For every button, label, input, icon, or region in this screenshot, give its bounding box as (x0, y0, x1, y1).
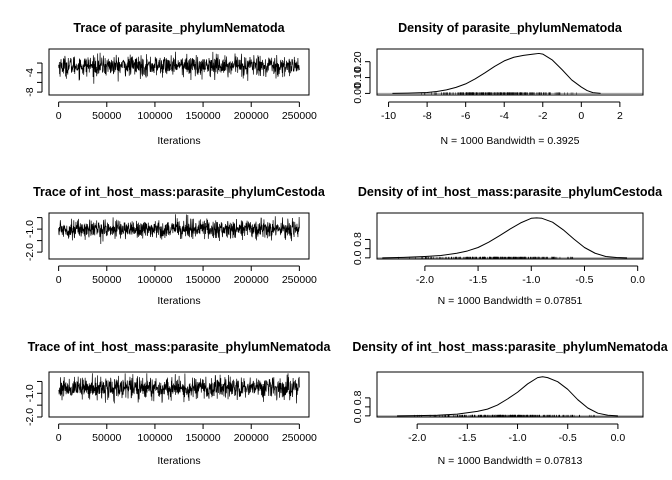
x-tick-label: 0 (56, 274, 62, 286)
trace-line (58, 51, 300, 84)
x-tick-label: 0 (578, 110, 584, 122)
x-tick-label: 250000 (282, 110, 317, 122)
plot-frame (376, 48, 644, 96)
x-tick-label: -0.5 (559, 432, 577, 444)
y-tick-label: -2.0 (24, 408, 36, 426)
plot-frame (48, 371, 310, 418)
x-tick-label: -4 (500, 110, 509, 122)
panel-2: Density of parasite_phylumNematoda -10 -8 -… (352, 21, 644, 147)
panel-1: Trace of parasite_phylumNematoda 0 50000 10… (24, 21, 317, 147)
x-axis-label: Iterations (157, 455, 200, 467)
y-tick-label: -2.0 (24, 243, 36, 261)
x-tick-label: -0.5 (575, 274, 593, 286)
y-tick-label: -1.0 (24, 384, 36, 402)
x-tick-label: -10 (381, 110, 396, 122)
x-tick-label: -8 (422, 110, 431, 122)
trace-line (58, 373, 300, 404)
x-tick-label: 150000 (186, 432, 221, 444)
y-tick-label: 0.8 (352, 390, 364, 405)
trace-line (58, 214, 300, 244)
panel-5: Trace of int_host_mass:parasite_phylumNe… (24, 340, 331, 467)
panel-6: Density of int_host_mass:parasite_phylum… (352, 340, 669, 467)
y-tick-label: 0.10 (352, 67, 364, 88)
x-tick-label: 200000 (234, 432, 269, 444)
x-tick-label: 0.0 (630, 274, 645, 286)
x-tick-label: -2.0 (416, 274, 434, 286)
density-curve (392, 52, 601, 94)
x-axis-label: N = 1000 Bandwidth = 0.3925 (441, 135, 580, 147)
plot-frame (376, 371, 644, 418)
x-tick-label: -1.5 (458, 432, 476, 444)
panel-title: Density of int_host_mass:parasite_phylum… (352, 340, 668, 354)
density-curve (382, 217, 628, 259)
y-tick-label: 0.0 (352, 408, 364, 423)
x-tick-label: 200000 (234, 274, 269, 286)
x-tick-label: -2.0 (408, 432, 426, 444)
x-tick-label: 50000 (92, 274, 121, 286)
plot-frame (376, 212, 644, 260)
y-tick-label: -1.0 (24, 220, 36, 238)
x-tick-label: 150000 (186, 110, 221, 122)
x-tick-label: 250000 (282, 432, 317, 444)
x-tick-label: 0.0 (611, 432, 626, 444)
x-axis-label: N = 1000 Bandwidth = 0.07851 (438, 295, 583, 307)
panel-title: Density of parasite_phylumNematoda (398, 21, 623, 35)
panel-4: Density of int_host_mass:parasite_phylum… (352, 185, 663, 307)
x-tick-label: 50000 (92, 432, 121, 444)
plot-frame (48, 48, 310, 96)
density-curve (397, 376, 618, 417)
x-tick-label: 0 (56, 432, 62, 444)
y-tick-label: -8 (24, 87, 36, 96)
y-tick-label: 0.0 (352, 250, 364, 265)
x-tick-label: 100000 (137, 274, 172, 286)
y-tick-label: 0.00 (352, 83, 364, 104)
x-tick-label: -6 (461, 110, 470, 122)
y-tick-label: 0.8 (352, 232, 364, 247)
x-tick-label: 0 (56, 110, 62, 122)
x-tick-label: 250000 (282, 274, 317, 286)
x-tick-label: -2 (538, 110, 547, 122)
panel-title: Trace of int_host_mass:parasite_phylumNe… (28, 340, 332, 354)
x-axis-label: N = 1000 Bandwidth = 0.07813 (438, 455, 583, 467)
x-tick-label: -1.0 (522, 274, 540, 286)
x-tick-label: 100000 (137, 432, 172, 444)
panel-title: Trace of parasite_phylumNematoda (73, 21, 285, 35)
x-axis-label: Iterations (157, 295, 200, 307)
x-tick-label: 200000 (234, 110, 269, 122)
x-tick-label: 100000 (137, 110, 172, 122)
panel-title: Density of int_host_mass:parasite_phylum… (358, 185, 663, 199)
y-tick-label: 0.20 (352, 51, 364, 72)
x-tick-label: 2 (617, 110, 623, 122)
x-tick-label: -1.5 (469, 274, 487, 286)
plot-frame (48, 212, 310, 260)
x-axis-label: Iterations (157, 135, 200, 147)
x-tick-label: -1.0 (508, 432, 526, 444)
rug-marks (421, 92, 577, 95)
panel-3: Trace of int_host_mass:parasite_phylumCe… (24, 185, 326, 307)
y-tick-label: -4 (24, 68, 36, 77)
panel-title: Trace of int_host_mass:parasite_phylumCe… (33, 185, 326, 199)
x-tick-label: 150000 (186, 274, 221, 286)
x-tick-label: 50000 (92, 110, 121, 122)
